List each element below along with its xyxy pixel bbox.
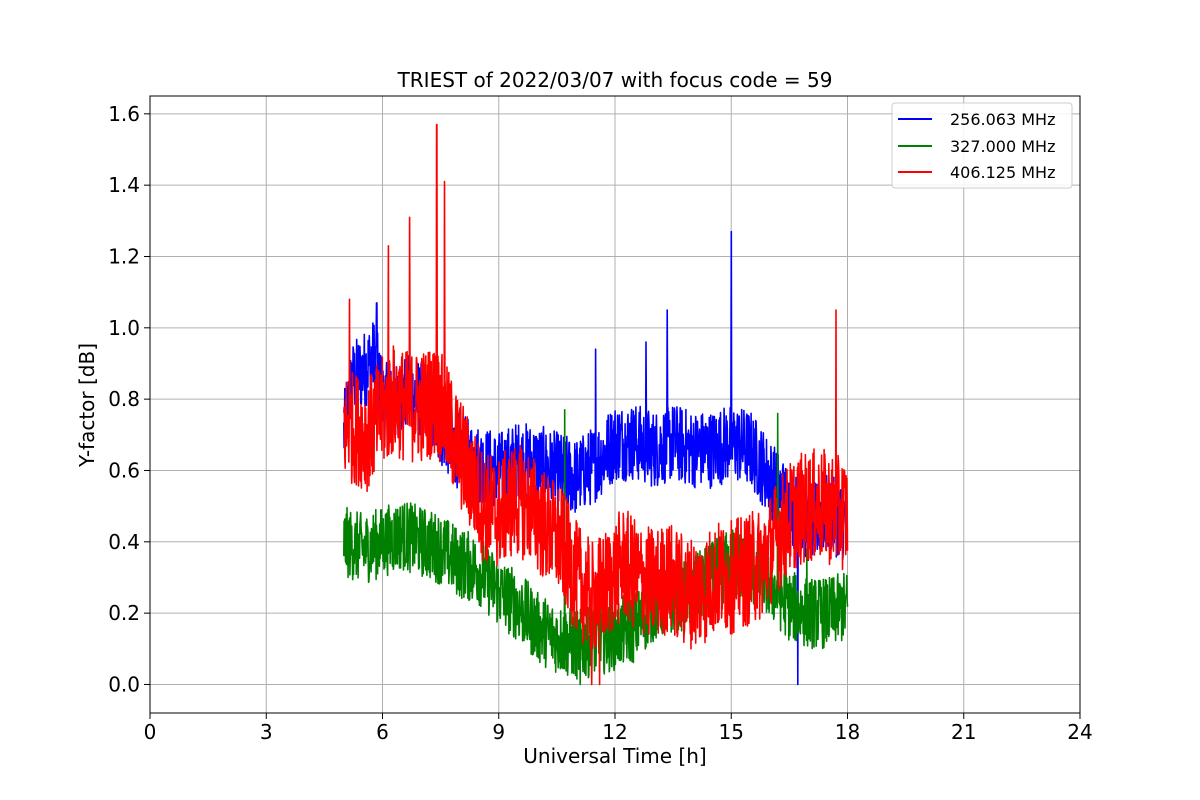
- y-tick-label: 1.6: [108, 102, 140, 126]
- y-axis-label: Y-factor [dB]: [75, 343, 99, 468]
- x-tick-label: 6: [376, 720, 389, 744]
- x-tick-label: 18: [835, 720, 860, 744]
- series-line-2: [343, 123, 849, 686]
- x-tick-label: 15: [719, 720, 744, 744]
- x-tick-label: 3: [260, 720, 273, 744]
- y-tick-label: 1.4: [108, 173, 140, 197]
- y-tick-label: 0.4: [108, 530, 140, 554]
- legend: 256.063 MHz 327.000 MHz 406.125 MHz: [891, 102, 1073, 189]
- x-tick-label: 21: [951, 720, 976, 744]
- x-axis-label: Universal Time [h]: [523, 744, 706, 768]
- x-tick-label: 12: [602, 720, 627, 744]
- legend-label-406: 406.125 MHz: [950, 163, 1055, 182]
- y-tick-label: 0.2: [108, 601, 140, 625]
- x-tick-label: 9: [492, 720, 505, 744]
- x-tick-label: 24: [1067, 720, 1092, 744]
- y-tick-label: 0.8: [108, 387, 140, 411]
- y-tick-label: 0.6: [108, 458, 140, 482]
- legend-label-256: 256.063 MHz: [950, 110, 1055, 129]
- chart-title: TRIEST of 2022/03/07 with focus code = 5…: [397, 68, 833, 92]
- x-tick-label: 0: [144, 720, 157, 744]
- legend-box: [891, 102, 1073, 189]
- ticks: 0 3 6 9 12 15 18 21 24 0.0 0.2 0.4 0.6 0.8 1.0 1.2 1.4 1.…: [108, 102, 1093, 744]
- y-tick-label: 0.0: [108, 672, 140, 696]
- legend-label-327: 327.000 MHz: [950, 137, 1055, 156]
- series-layer: [343, 123, 849, 686]
- y-tick-label: 1.2: [108, 244, 140, 268]
- y-tick-label: 1.0: [108, 316, 140, 340]
